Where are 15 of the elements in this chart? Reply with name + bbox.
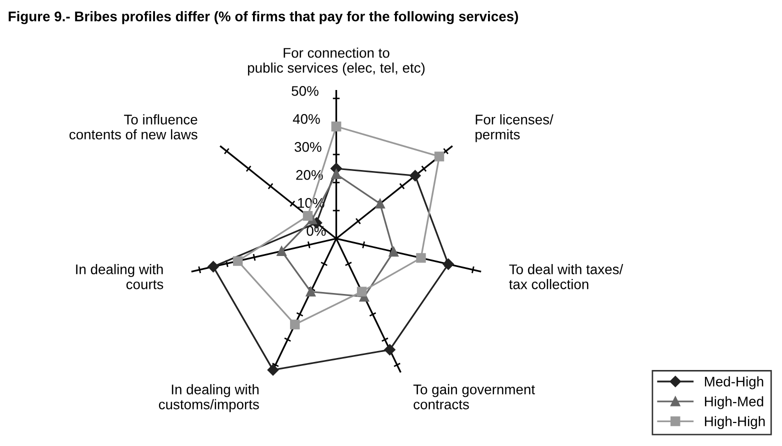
legend-label: High-Med — [704, 396, 764, 410]
y-tick-label: 50% — [292, 86, 318, 96]
spoke-label: For licenses/ permits — [476, 114, 554, 142]
legend-label: High-High — [704, 416, 765, 430]
spoke-label: To influence contents of new laws — [70, 114, 198, 140]
spoke-label: For connection to public services (elec, tel, etc) — [248, 48, 425, 76]
y-tick-label: 30% — [294, 142, 322, 152]
y-tick-label: 40% — [292, 114, 320, 124]
spoke-label: In dealing with courts — [76, 264, 164, 290]
spoke-label: In dealing with customs/imports — [158, 384, 259, 412]
y-tick-label: 20% — [296, 170, 323, 180]
spoke-label: To deal with taxes/ tax collection — [509, 264, 624, 290]
legend-label: Med-High — [704, 376, 764, 390]
chart-title: Figure 9.- Bribes profiles differ (% of firms that pay for the following services) — [8, 11, 518, 24]
spoke-label: To gain government contracts — [413, 384, 535, 410]
